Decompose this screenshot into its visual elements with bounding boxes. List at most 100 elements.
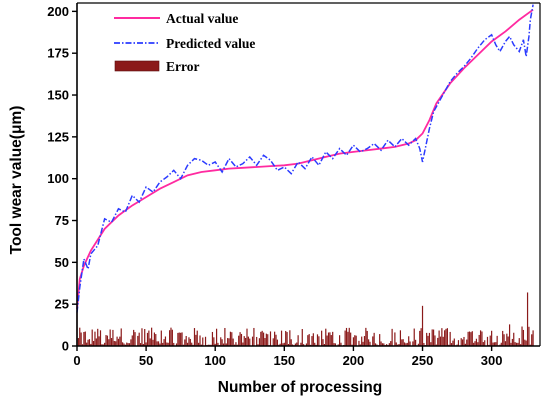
error-bar [261, 330, 263, 346]
error-bar [325, 328, 327, 346]
error-bar [282, 343, 284, 346]
error-bar [196, 330, 198, 346]
error-bar [287, 344, 290, 346]
error-bar [81, 344, 84, 346]
error-bar [520, 344, 522, 346]
error-bar [385, 344, 388, 346]
error-bar [401, 339, 403, 346]
legend-predicted-label: Predicted value [166, 36, 255, 51]
error-bar [308, 334, 310, 346]
error-bar [503, 334, 505, 346]
error-bar [394, 332, 396, 346]
error-bar [139, 343, 142, 346]
error-bar [95, 338, 97, 346]
error-bar [265, 333, 267, 346]
error-bar [188, 337, 190, 346]
error-bar [262, 332, 265, 346]
error-bar [492, 342, 494, 346]
error-bar [471, 331, 473, 346]
axes [76, 2, 541, 347]
error-bar [229, 331, 232, 346]
error-bar [160, 330, 162, 346]
error-bar [399, 330, 402, 346]
error-bar [178, 332, 180, 346]
error-bar [155, 334, 157, 346]
error-bar [348, 327, 350, 346]
error-bar [381, 343, 384, 346]
error-bar [105, 335, 107, 346]
error-bar [479, 330, 482, 346]
error-bar [272, 338, 274, 346]
x-tick-label: 200 [343, 353, 365, 368]
error-bar [274, 331, 276, 346]
error-bar [423, 342, 425, 346]
error-bar [112, 329, 114, 346]
error-bar [247, 336, 249, 346]
error-bar [344, 330, 346, 346]
error-bar [457, 340, 460, 346]
error-bar [142, 343, 144, 346]
error-bar [141, 328, 143, 346]
x-tick-label: 250 [412, 353, 434, 368]
error-bar [510, 342, 512, 346]
error-bar [526, 292, 529, 346]
error-bar [279, 343, 281, 346]
error-bar [518, 338, 520, 346]
error-bar [363, 336, 366, 346]
error-bar [221, 339, 223, 346]
error-bar [532, 330, 534, 346]
error-bar [482, 342, 484, 346]
error-bar [204, 336, 207, 346]
error-bar [251, 336, 254, 346]
error-bar [311, 336, 313, 346]
error-bar [191, 342, 193, 346]
error-bar [109, 329, 111, 346]
error-bar [373, 332, 375, 346]
error-bar [340, 342, 342, 346]
error-bar [489, 335, 491, 346]
error-bar [245, 337, 247, 346]
error-bar [493, 342, 495, 346]
error-bar [79, 327, 81, 346]
error-bar [500, 342, 502, 346]
error-bar [146, 332, 149, 346]
error-bar [275, 334, 277, 346]
error-bar [434, 335, 436, 346]
error-bar [508, 324, 511, 346]
error-bar [260, 331, 262, 346]
error-bar [164, 336, 167, 346]
error-bar [151, 327, 153, 346]
error-bar [94, 331, 96, 346]
error-bar [467, 331, 469, 346]
error-bar [173, 342, 175, 346]
error-bar [171, 329, 173, 346]
error-bar [323, 344, 325, 346]
error-bar [398, 344, 400, 346]
error-bar [185, 335, 187, 346]
error-bar [395, 342, 397, 346]
error-bar [199, 335, 201, 346]
error-bar [369, 341, 371, 346]
error-bar [450, 343, 453, 346]
error-bar [430, 342, 432, 346]
error-bar [477, 342, 479, 346]
error-bar [327, 332, 330, 346]
error-bar [312, 333, 314, 346]
error-bar [334, 343, 337, 346]
error-bar [98, 336, 100, 346]
error-bar [415, 339, 417, 346]
error-bar [495, 342, 497, 346]
error-bar [286, 332, 288, 346]
error-bar [517, 342, 519, 346]
error-bar [412, 341, 414, 346]
error-bar [122, 342, 124, 346]
error-bar [220, 337, 222, 346]
error-bar [240, 333, 243, 346]
error-bar [513, 332, 515, 346]
error-bar [332, 331, 334, 346]
error-bar [333, 343, 335, 346]
error-bar [347, 331, 349, 346]
error-bar [402, 339, 404, 346]
error-bar [88, 339, 91, 346]
error-bar [269, 331, 272, 346]
